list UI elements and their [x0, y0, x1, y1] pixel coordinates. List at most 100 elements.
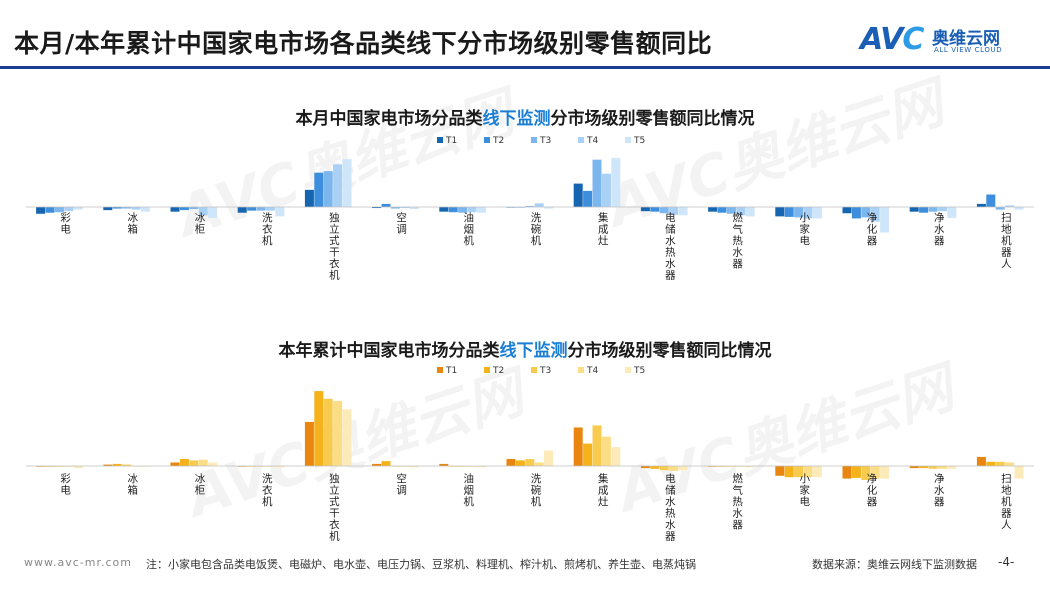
bar — [342, 409, 352, 466]
bar — [112, 463, 122, 466]
bar — [103, 207, 113, 211]
bar — [995, 461, 1005, 466]
bar — [976, 203, 986, 207]
bar — [103, 464, 113, 466]
bar — [775, 207, 785, 217]
legend-swatch — [437, 137, 443, 143]
chart-2-title: 本年累计中国家电市场分品类线下监测分市场级别零售额同比情况 — [278, 341, 772, 361]
bar — [1014, 207, 1024, 210]
bar — [179, 207, 189, 211]
bar — [131, 207, 141, 210]
bar — [1005, 462, 1015, 466]
bar — [323, 398, 333, 466]
bar — [544, 207, 554, 209]
bar — [390, 207, 400, 209]
bar — [304, 421, 314, 466]
logo-en: ALL VIEW CLOUD — [934, 46, 1003, 54]
bar — [372, 207, 382, 209]
title-divider — [0, 66, 1050, 69]
category-label: 电储水热水器 — [665, 472, 676, 543]
bar — [976, 456, 986, 466]
bar — [650, 466, 660, 469]
category-label: 独立式干衣机 — [329, 211, 340, 282]
bar — [189, 207, 199, 210]
bar — [409, 466, 419, 468]
legend-label: T4 — [586, 366, 598, 376]
bar — [170, 462, 180, 466]
bar — [534, 203, 544, 207]
legend-swatch — [484, 137, 490, 143]
category-label: 净化器 — [867, 472, 878, 508]
bar — [573, 427, 583, 466]
bar — [573, 183, 583, 207]
bar — [726, 207, 736, 214]
chart-1-title: 本月中国家电市场分品类线下监测分市场级别零售额同比情况 — [295, 109, 755, 129]
bar — [861, 466, 871, 480]
bar — [601, 436, 611, 466]
bar — [256, 207, 266, 211]
legend-swatch — [578, 137, 584, 143]
category-label: 集成灶 — [598, 211, 609, 247]
bar — [467, 207, 477, 213]
bar — [140, 207, 150, 212]
bar — [995, 207, 1005, 210]
bar — [640, 466, 650, 469]
bar — [122, 464, 132, 466]
legend-label: T1 — [445, 366, 457, 376]
legend-label: T2 — [492, 136, 504, 146]
category-label: 冰柜 — [195, 211, 206, 236]
bar — [640, 207, 650, 212]
bar — [851, 207, 861, 219]
bar — [54, 207, 64, 213]
legend-label: T3 — [539, 136, 551, 146]
bar — [381, 203, 391, 207]
bar — [170, 207, 180, 212]
legend-swatch — [484, 367, 490, 373]
bar — [476, 207, 486, 213]
category-label: 扫地机器人 — [1001, 472, 1012, 531]
legend-label: T2 — [492, 366, 504, 376]
bar — [986, 194, 996, 207]
category-label: 燃气热水器 — [732, 211, 743, 270]
legend-label: T5 — [633, 366, 645, 376]
bar — [122, 207, 132, 209]
bar — [400, 207, 410, 209]
bar — [314, 391, 324, 466]
legend-label: T4 — [586, 136, 598, 146]
bar — [708, 207, 718, 212]
bar — [73, 466, 83, 469]
bar — [583, 190, 593, 207]
page-number: -4- — [998, 555, 1015, 569]
bar — [611, 447, 621, 466]
bar — [525, 205, 535, 207]
bar — [506, 459, 516, 466]
bar — [237, 207, 247, 213]
legend-swatch — [437, 367, 443, 373]
bar — [476, 466, 486, 468]
bar — [745, 207, 755, 217]
legend-swatch — [625, 367, 631, 373]
category-label: 独立式干衣机 — [329, 472, 340, 543]
category-label: 净水器 — [934, 472, 945, 508]
bar — [919, 207, 929, 213]
bar — [323, 171, 333, 207]
bar — [45, 207, 55, 213]
category-label: 洗衣机 — [262, 212, 273, 247]
bar — [372, 463, 382, 466]
category-label: 小家电 — [800, 212, 811, 247]
bar — [909, 207, 919, 212]
bar — [986, 461, 996, 466]
category-label: 燃气热水器 — [732, 472, 743, 531]
category-label: 小家电 — [800, 473, 811, 508]
bar — [198, 459, 208, 466]
bar — [333, 400, 343, 466]
bar — [583, 443, 593, 466]
category-label: 集成灶 — [598, 472, 609, 508]
category-label: 彩电 — [60, 473, 71, 497]
bar — [544, 450, 554, 466]
footer-note: 注：小家电包含品类电饭煲、电磁炉、电水壶、电压力锅、豆浆机、料理机、榨汁机、煎烤… — [146, 558, 696, 571]
bar — [247, 207, 257, 211]
bar — [861, 207, 871, 218]
bar — [851, 466, 861, 478]
